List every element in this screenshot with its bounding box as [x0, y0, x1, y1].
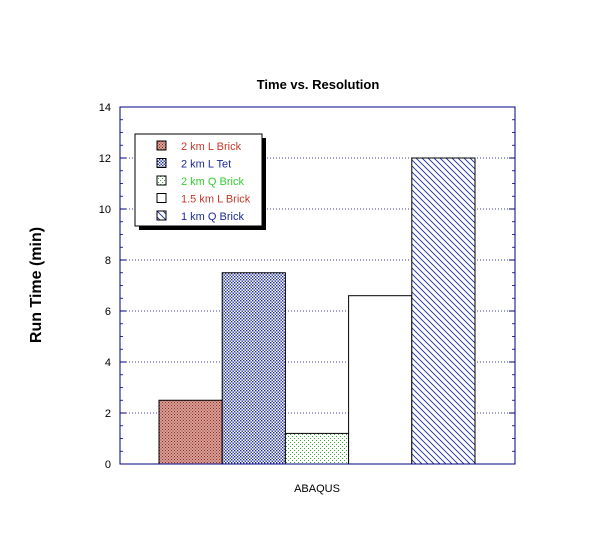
- y-tick-label: 0: [105, 459, 111, 471]
- legend-swatch: [156, 140, 167, 151]
- y-tick-label: 6: [105, 306, 111, 318]
- y-axis-ticks: 0 2 4 6 8 10 12 14: [99, 102, 515, 471]
- bar: [221, 272, 286, 465]
- bar: [348, 295, 413, 465]
- legend-swatch: [156, 193, 167, 203]
- legend-label: 2 km Q Brick: [181, 176, 244, 188]
- legend-label: 1 km Q Brick: [181, 211, 244, 223]
- y-tick-label: 10: [99, 204, 111, 216]
- chart-title: Time vs. Resolution: [257, 77, 380, 92]
- legend: 2 km L Brick 2 km L Tet 2 km Q Brick 1.5 km…: [134, 133, 266, 230]
- legend-label: 2 km L Brick: [181, 141, 242, 153]
- bar: [411, 157, 476, 465]
- y-tick-label: 14: [99, 102, 111, 114]
- x-category-label: ABAQUS: [294, 483, 340, 495]
- legend-swatch: [156, 158, 167, 168]
- y-tick-label: 2: [105, 408, 111, 420]
- y-tick-label: 12: [99, 153, 111, 165]
- y-tick-label: 8: [105, 255, 111, 267]
- y-tick-label: 4: [105, 357, 111, 369]
- bars-group: [158, 157, 476, 465]
- legend-box: [134, 133, 263, 227]
- bar: [158, 399, 223, 465]
- y-axis-label: Run Time (min): [28, 227, 45, 343]
- legend-swatch: [156, 175, 167, 186]
- legend-label: 1.5 km L Brick: [181, 194, 251, 206]
- bar: [284, 432, 350, 465]
- legend-swatch: [156, 210, 167, 221]
- legend-label: 2 km L Tet: [181, 159, 231, 171]
